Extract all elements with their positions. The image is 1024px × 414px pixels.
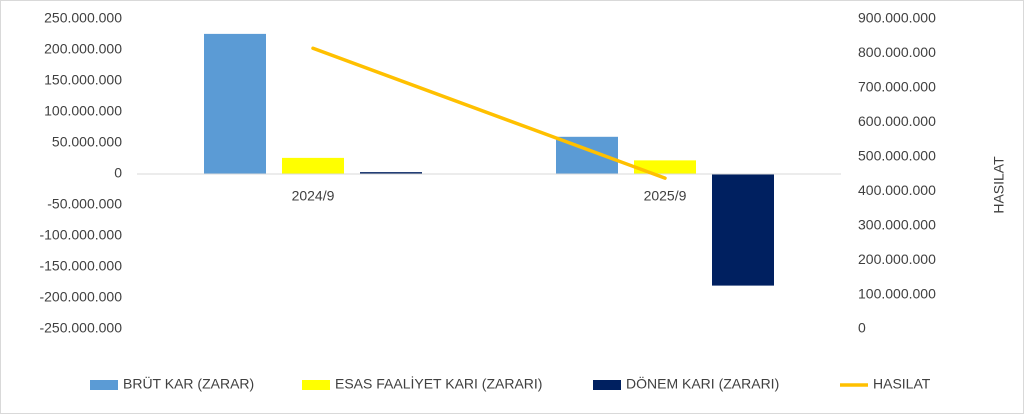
bar [360,172,422,174]
y-tick-label: -200.000.000 [39,289,122,305]
y-tick-label: 250.000.000 [44,10,122,26]
legend-label: ESAS FAALİYET KARI (ZARARI) [335,375,542,392]
bar [204,33,266,174]
y-tick-label: -50.000.000 [47,196,122,212]
y2-tick-label: 800.000.000 [858,44,936,60]
y-tick-label: 200.000.000 [44,41,122,57]
y-tick-label: 50.000.000 [52,134,122,150]
y-tick-label: 150.000.000 [44,72,122,88]
legend-label: BRÜT KAR (ZARAR) [123,375,254,392]
y2-tick-label: 200.000.000 [858,251,936,267]
legend-label: HASILAT [873,376,931,392]
legend-marker [593,380,621,390]
y-tick-label: -150.000.000 [39,258,122,274]
line [311,46,667,180]
x-tick-label: 2024/9 [292,188,335,204]
y-tick-label: -250.000.000 [39,320,122,336]
y2-tick-label: 700.000.000 [858,79,936,95]
y2-tick-label: 500.000.000 [858,147,936,163]
y2-tick-label: 400.000.000 [858,182,936,198]
y2-tick-label: 100.000.000 [858,285,936,301]
y2-axis-title: HASILAT [991,156,1007,214]
y2-tick-label: 300.000.000 [858,216,936,232]
y2-tick-label: 900.000.000 [858,10,936,26]
x-tick-label: 2025/9 [644,188,687,204]
y2-tick-label: 600.000.000 [858,113,936,129]
legend-marker [302,380,330,390]
bar [282,157,344,174]
y-tick-label: 100.000.000 [44,103,122,119]
bar [712,174,774,286]
legend-label: DÖNEM KARI (ZARARI) [626,375,779,392]
y-tick-label: -100.000.000 [39,227,122,243]
y-tick-label: 0 [114,165,122,181]
y2-tick-label: 0 [858,320,866,336]
legend-marker [90,380,118,390]
